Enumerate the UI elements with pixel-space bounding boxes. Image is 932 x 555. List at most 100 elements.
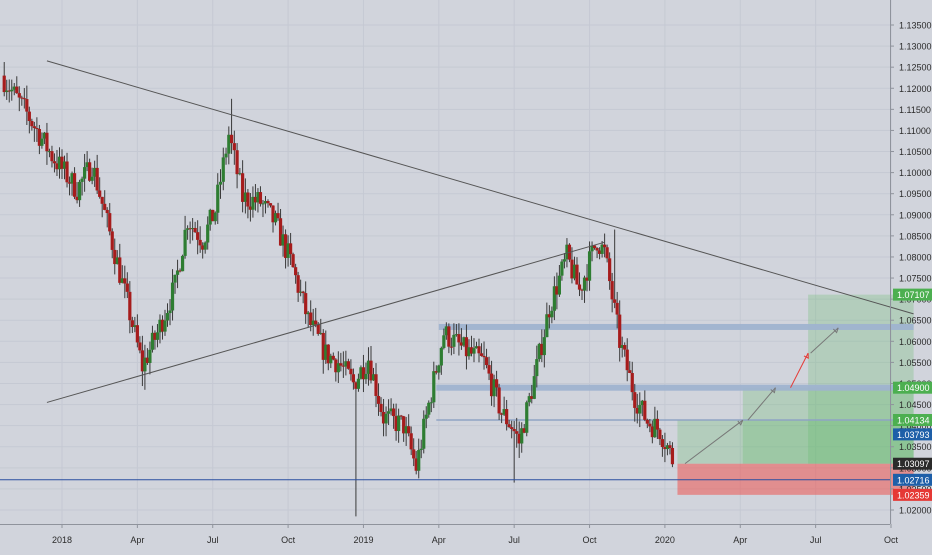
price-label-badge (893, 457, 932, 470)
candle-down (55, 163, 59, 170)
candle-down (670, 447, 675, 465)
time-tick-label: Jul (810, 535, 822, 545)
candle-up (77, 181, 82, 201)
candle-down (52, 161, 57, 164)
candle-up (120, 278, 124, 283)
candle-up (590, 245, 594, 252)
price-label-badge (893, 488, 932, 501)
stop-zone (677, 463, 914, 495)
price-tick-label: 1.13500 (899, 21, 932, 31)
candle-down (130, 320, 134, 328)
candle-down (489, 373, 494, 397)
price-tick-label: 1.02000 (899, 506, 932, 516)
candle-down (67, 182, 72, 184)
candle-down (615, 302, 619, 315)
candle-up (452, 334, 456, 347)
candle-up (364, 373, 368, 380)
time-tick-label: Apr (733, 535, 747, 545)
time-tick-label: 2019 (353, 535, 373, 545)
candle-down (98, 190, 102, 197)
candle-up (344, 361, 348, 367)
projection-arrowhead (770, 387, 776, 394)
candle-up (620, 345, 624, 348)
candle-up (474, 346, 479, 349)
candle-down (193, 227, 197, 233)
time-tick-label: Jul (508, 535, 520, 545)
price-tick-label: 1.11000 (899, 126, 931, 136)
price-tick-label: 1.12500 (899, 63, 932, 73)
candle-down (633, 392, 637, 408)
candle-down (570, 259, 574, 279)
candle-up (57, 156, 62, 170)
candle-down (35, 128, 39, 130)
time-axis[interactable]: 2018 Apr Jul Oct 2019 Apr Jul Oct 2020 Apr Jul Oct (52, 524, 899, 545)
candle-down (412, 449, 416, 459)
candle-down (354, 382, 358, 389)
trendline[interactable] (46, 241, 605, 403)
candle-up (422, 418, 426, 449)
candle-down (407, 426, 411, 434)
candle-down (434, 371, 438, 373)
candle-down (484, 357, 489, 366)
candle-down (625, 349, 629, 371)
candle-down (248, 206, 253, 210)
candle-down (376, 395, 381, 404)
price-label-badge (893, 428, 932, 441)
candle-up (168, 310, 172, 314)
candle-up (525, 402, 529, 433)
projection-arrows (684, 327, 839, 465)
candle-up (143, 357, 147, 372)
candle-down (105, 209, 109, 214)
candle-down (22, 98, 26, 100)
candle-down (351, 374, 356, 383)
price-tick-label: 1.06500 (899, 316, 932, 326)
trendline[interactable] (46, 60, 914, 315)
candle-down (201, 245, 205, 250)
candle-down (301, 291, 305, 294)
candle-down (635, 407, 639, 414)
candle-up (319, 332, 323, 334)
candle-down (145, 357, 150, 363)
candle-down (500, 413, 504, 415)
candle-down (547, 314, 551, 318)
candle-up (359, 367, 363, 379)
candle-up (286, 243, 290, 258)
candle-up (165, 313, 170, 321)
candle-up (115, 257, 119, 265)
price-tick-label: 1.09000 (899, 210, 932, 220)
candle-down (459, 342, 464, 346)
candle-down (75, 196, 79, 201)
candle-down (648, 423, 652, 427)
candle-down (103, 203, 107, 210)
candle-down (392, 408, 396, 417)
candle-down (334, 359, 338, 373)
candle-down (381, 411, 386, 424)
candle-down (304, 293, 308, 315)
candle-down (232, 143, 236, 151)
candle-down (658, 429, 662, 440)
candle-down (668, 445, 672, 448)
candle-down (268, 203, 273, 206)
candle-down (95, 167, 99, 191)
candle-up (520, 428, 524, 444)
candle-down (369, 360, 373, 381)
candle-down (321, 332, 325, 360)
candle-up (299, 291, 303, 293)
candle-down (196, 232, 200, 240)
time-tick-label: Jul (207, 535, 219, 545)
candle-down (341, 365, 345, 367)
candle-up (552, 286, 556, 311)
candle-down (37, 128, 41, 146)
candle-up (5, 90, 9, 93)
candle-up (444, 326, 448, 336)
candle-up (638, 405, 642, 414)
candle-down (530, 396, 534, 399)
candle-down (515, 431, 519, 434)
trendlines (0, 60, 914, 481)
candle-up (371, 374, 376, 381)
candle-up (203, 242, 207, 250)
time-tick-label: Apr (432, 535, 446, 545)
candle-up (40, 138, 44, 146)
candle-up (384, 413, 388, 424)
projection-arrowhead (737, 419, 744, 426)
